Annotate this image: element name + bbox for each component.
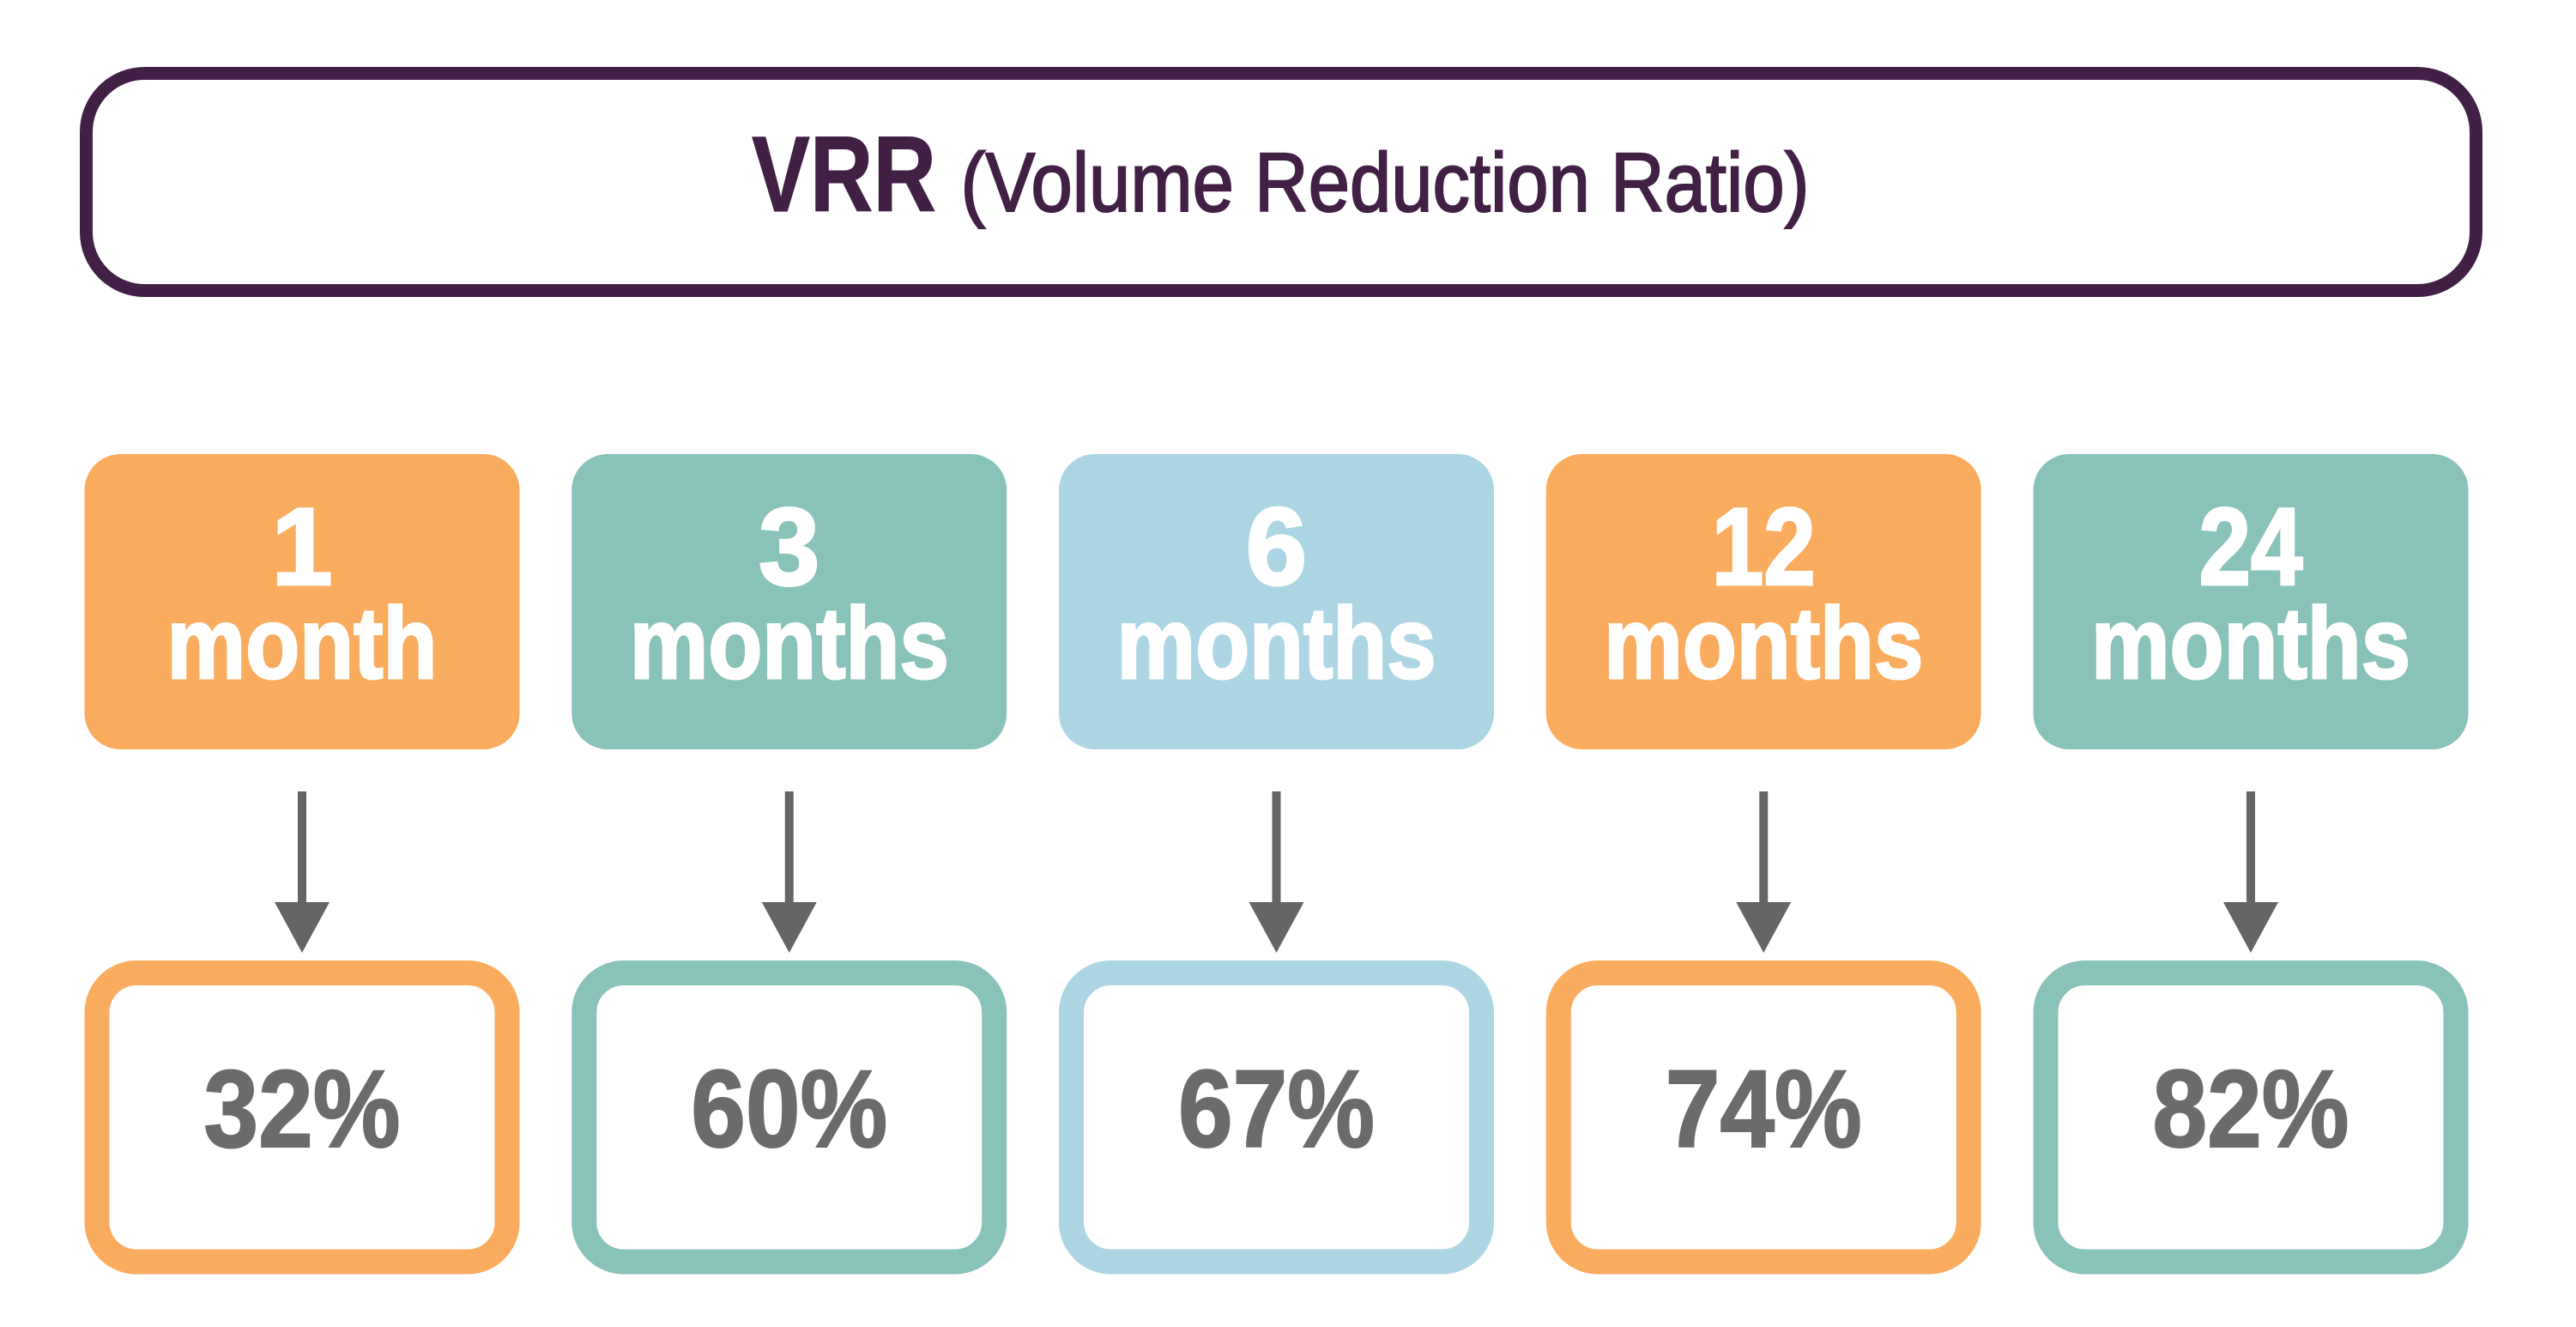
svg-text:(Volume Reduction Ratio): (Volume Reduction Ratio) (961, 136, 1810, 229)
svg-text:12: 12 (1712, 486, 1816, 609)
svg-text:month: month (167, 587, 438, 700)
svg-text:24: 24 (2199, 486, 2303, 609)
svg-text:74%: 74% (1666, 1048, 1862, 1171)
svg-text:32%: 32% (204, 1048, 401, 1171)
svg-text:months: months (1117, 587, 1436, 700)
svg-text:82%: 82% (2153, 1048, 2349, 1171)
svg-text:60%: 60% (691, 1048, 887, 1171)
svg-text:6: 6 (1246, 486, 1307, 609)
svg-text:3: 3 (759, 486, 819, 609)
svg-text:67%: 67% (1178, 1048, 1375, 1171)
svg-text:1: 1 (271, 486, 332, 609)
svg-text:VRR: VRR (752, 115, 936, 234)
svg-text:months: months (2091, 587, 2410, 700)
svg-text:months: months (630, 587, 949, 700)
svg-text:months: months (1604, 587, 1923, 700)
